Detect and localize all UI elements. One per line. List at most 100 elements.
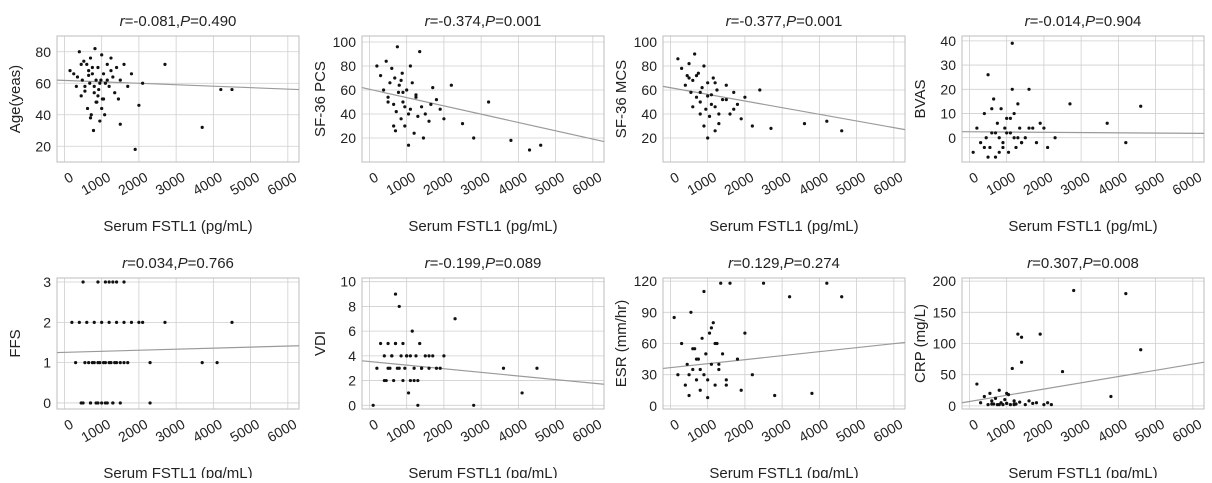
data-point (388, 81, 392, 85)
x-tick-label: 2000 (115, 416, 150, 446)
data-point (408, 107, 412, 111)
x-tick-label: 0 (966, 169, 981, 187)
y-tick-label: 40 (641, 106, 657, 122)
y-tick-label: 60 (641, 82, 657, 98)
x-axis-label: Serum FSTL1 (pg/mL) (408, 465, 557, 478)
data-point (399, 117, 403, 121)
data-point (1027, 399, 1031, 403)
data-point (96, 65, 100, 70)
data-point (840, 295, 844, 299)
data-point (717, 112, 721, 116)
x-tick-label: 1000 (383, 416, 418, 446)
data-point (702, 373, 706, 377)
data-point (393, 292, 398, 296)
data-point (1046, 401, 1050, 405)
data-point (1016, 102, 1020, 106)
panel-title: r=-0.199,P=0.089 (425, 255, 542, 272)
data-point (724, 98, 728, 102)
data-point (1038, 332, 1042, 336)
x-tick-label: 6000 (870, 416, 905, 446)
y-axis-label: ESR (mm/hr) (613, 300, 630, 388)
data-point (419, 105, 424, 109)
data-point (401, 378, 405, 383)
title-r-symbol: r (1027, 255, 1033, 272)
data-point (74, 84, 78, 88)
data-point (1010, 41, 1014, 45)
data-point (986, 73, 990, 77)
panel-title: r=0.129,P=0.274 (728, 255, 840, 272)
data-point (386, 100, 390, 104)
x-tick-label: 0 (61, 169, 76, 187)
data-point (85, 320, 89, 324)
title-r-value: =-0.081, (125, 13, 180, 30)
data-point (412, 378, 416, 383)
data-point (401, 90, 405, 94)
data-point (397, 366, 401, 370)
data-point (405, 88, 409, 92)
data-point (396, 90, 401, 94)
data-point (698, 100, 702, 104)
data-point (96, 94, 100, 98)
y-tick-label: 20 (940, 81, 956, 97)
data-point (1012, 136, 1016, 140)
data-point (399, 354, 403, 358)
data-point (114, 280, 119, 284)
y-axis-label: CRP (mg/L) (912, 304, 929, 383)
data-point (724, 378, 728, 382)
data-point (105, 78, 109, 82)
y-tick-label: 0 (948, 398, 956, 414)
panel-title: r=-0.081,P=0.490 (120, 13, 237, 30)
data-point (1072, 288, 1076, 293)
data-point (732, 107, 736, 111)
data-point (719, 281, 723, 285)
data-point (103, 81, 107, 85)
x-tick-label: 6000 (569, 169, 604, 199)
x-tick-label: 4000 (1095, 416, 1130, 446)
data-point (988, 391, 992, 396)
y-tick-label: 20 (35, 138, 51, 154)
data-point (141, 81, 145, 85)
data-point (713, 129, 717, 133)
data-point (392, 102, 396, 106)
data-point (743, 95, 747, 99)
data-point (390, 354, 394, 358)
data-point (982, 145, 986, 150)
regression-line (662, 341, 906, 370)
data-point (971, 150, 975, 154)
y-tick-label: 90 (641, 304, 657, 320)
data-point (81, 280, 85, 284)
data-point (414, 354, 418, 358)
data-point (694, 357, 699, 361)
data-point (1010, 366, 1014, 371)
data-point (406, 143, 411, 147)
title-p-value: =0.274 (794, 255, 840, 272)
regression-line (56, 79, 300, 91)
data-point (122, 62, 126, 66)
data-point (100, 320, 104, 324)
data-point (381, 88, 386, 92)
data-point (105, 62, 109, 66)
title-r-symbol: r (726, 13, 732, 30)
data-point (126, 84, 130, 88)
data-point (109, 361, 113, 365)
data-point (200, 125, 204, 129)
data-point (1042, 126, 1046, 130)
data-point (672, 315, 676, 320)
data-point (990, 399, 994, 403)
data-point (717, 122, 721, 126)
data-point (118, 122, 122, 126)
data-point (539, 143, 543, 147)
data-point (706, 378, 710, 382)
data-point (1012, 111, 1016, 116)
data-point (118, 401, 122, 405)
data-point (825, 119, 829, 123)
data-point (990, 131, 994, 135)
data-point (527, 148, 532, 152)
y-tick-label: 60 (340, 82, 356, 98)
data-point (68, 69, 72, 73)
data-point (717, 367, 721, 372)
title-r-value: =-0.377, (731, 13, 786, 30)
y-tick-label: 60 (641, 336, 657, 352)
data-point (1023, 136, 1027, 140)
data-point (82, 59, 86, 63)
